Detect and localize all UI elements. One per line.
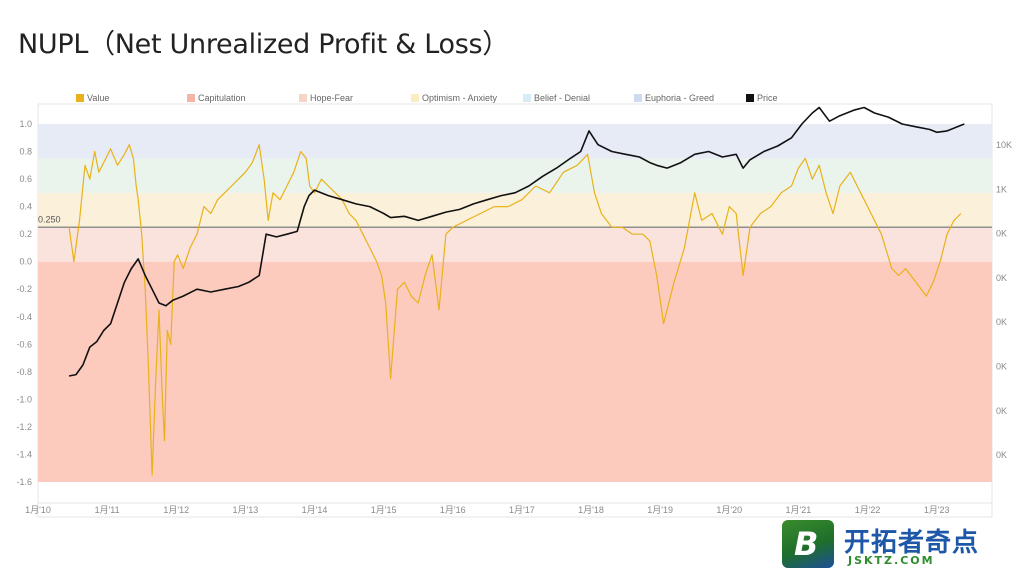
- y-right-tick-label: 0K: [996, 362, 1007, 372]
- y-right-tick-label: 0K: [996, 317, 1007, 327]
- x-tick-label: 1月'21: [786, 505, 812, 515]
- x-tick-label: 1月'17: [509, 505, 535, 515]
- x-tick-label: 1月'18: [578, 505, 604, 515]
- y-tick-label: -1.6: [16, 477, 32, 487]
- legend-label: Capitulation: [198, 93, 246, 103]
- y-tick-label: -1.2: [16, 422, 32, 432]
- logo-badge-icon: B: [782, 520, 834, 568]
- y-tick-label: -1.0: [16, 394, 32, 404]
- legend-label: Value: [87, 93, 109, 103]
- y-right-tick-label: 0K: [996, 450, 1007, 460]
- zone-band: [38, 227, 992, 262]
- y-tick-label: 0.2: [19, 229, 32, 239]
- legend-swatch: [187, 94, 195, 102]
- x-tick-label: 1月'20: [716, 505, 742, 515]
- price-series-line: [68, 106, 965, 377]
- legend-label: Belief - Denial: [534, 93, 590, 103]
- legend-label: Price: [757, 93, 778, 103]
- zone-band: [38, 158, 992, 193]
- y-tick-label: 0.4: [19, 202, 32, 212]
- logo-badge-letter: B: [794, 525, 819, 563]
- y-tick-label: -0.8: [16, 367, 32, 377]
- legend-label: Hope-Fear: [310, 93, 353, 103]
- y-right-tick-label: 0K: [996, 229, 1007, 239]
- legend-swatch: [299, 94, 307, 102]
- x-tick-label: 1月'14: [302, 505, 328, 515]
- y-tick-label: -0.6: [16, 339, 32, 349]
- reference-line-label: 0.250: [38, 214, 61, 224]
- y-tick-label: -0.2: [16, 284, 32, 294]
- y-tick-label: 0.6: [19, 174, 32, 184]
- zone-band: [38, 261, 992, 482]
- y-right-tick-label: 0K: [996, 406, 1007, 416]
- legend-swatch: [411, 94, 419, 102]
- legend-swatch: [523, 94, 531, 102]
- value-series-line: [68, 144, 962, 476]
- legend-swatch: [746, 94, 754, 102]
- legend-label: Euphoria - Greed: [645, 93, 714, 103]
- legend-label: Optimism - Anxiety: [422, 93, 498, 103]
- legend-swatch: [76, 94, 84, 102]
- page-title: NUPL（Net Unrealized Profit & Loss）: [18, 29, 509, 60]
- y-right-tick-label: 0K: [996, 273, 1007, 283]
- logo-url: JSKTZ.COM: [848, 554, 935, 567]
- x-tick-label: 1月'16: [440, 505, 466, 515]
- y-tick-label: -0.4: [16, 312, 32, 322]
- zone-band: [38, 124, 992, 159]
- x-tick-label: 1月'22: [855, 505, 881, 515]
- legend-swatch: [634, 94, 642, 102]
- y-tick-label: 0.8: [19, 147, 32, 157]
- y-right-tick-label: 10K: [996, 140, 1012, 150]
- x-tick-label: 1月'23: [924, 505, 950, 515]
- x-tick-label: 1月'12: [163, 505, 189, 515]
- logo-name: 开拓者奇点: [844, 528, 980, 558]
- x-tick-label: 1月'11: [95, 505, 120, 515]
- x-tick-label: 1月'13: [233, 505, 259, 515]
- x-tick-label: 1月'15: [371, 505, 397, 515]
- y-right-tick-label: 1K: [996, 184, 1007, 194]
- y-tick-label: 1.0: [19, 119, 32, 129]
- x-tick-label: 1月'10: [25, 505, 51, 515]
- y-tick-label: -1.4: [16, 449, 32, 459]
- x-tick-label: 1月'19: [647, 505, 673, 515]
- y-tick-label: 0.0: [19, 257, 32, 267]
- brand-logo: B 开拓者奇点 JSKTZ.COM: [782, 520, 1018, 572]
- zone-band: [38, 192, 992, 228]
